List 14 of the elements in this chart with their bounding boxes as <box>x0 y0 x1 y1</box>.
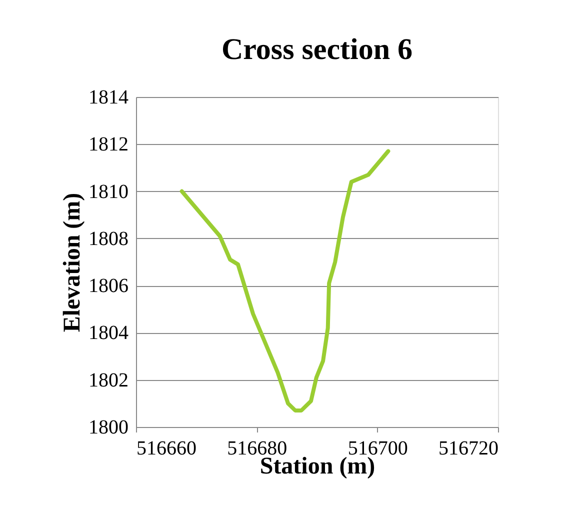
y-tick-label: 1814 <box>88 86 128 108</box>
y-tick-label: 1806 <box>88 275 128 298</box>
y-tick-label: 1808 <box>88 228 128 250</box>
y-axis-title: Elevation (m) <box>60 192 86 332</box>
y-tick-label: 1810 <box>88 180 128 203</box>
line-series <box>180 149 390 412</box>
y-tick-label: 1804 <box>88 322 128 344</box>
x-tick-label: 516720 <box>438 438 498 460</box>
y-tick-label: 1800 <box>88 416 128 438</box>
x-axis-title: Station (m) <box>260 454 376 480</box>
y-tick-label: 1802 <box>88 369 128 392</box>
chart-title: Cross section 6 <box>221 33 413 66</box>
y-tick-label: 1812 <box>88 134 128 156</box>
x-tick-label: 516660 <box>136 438 196 460</box>
